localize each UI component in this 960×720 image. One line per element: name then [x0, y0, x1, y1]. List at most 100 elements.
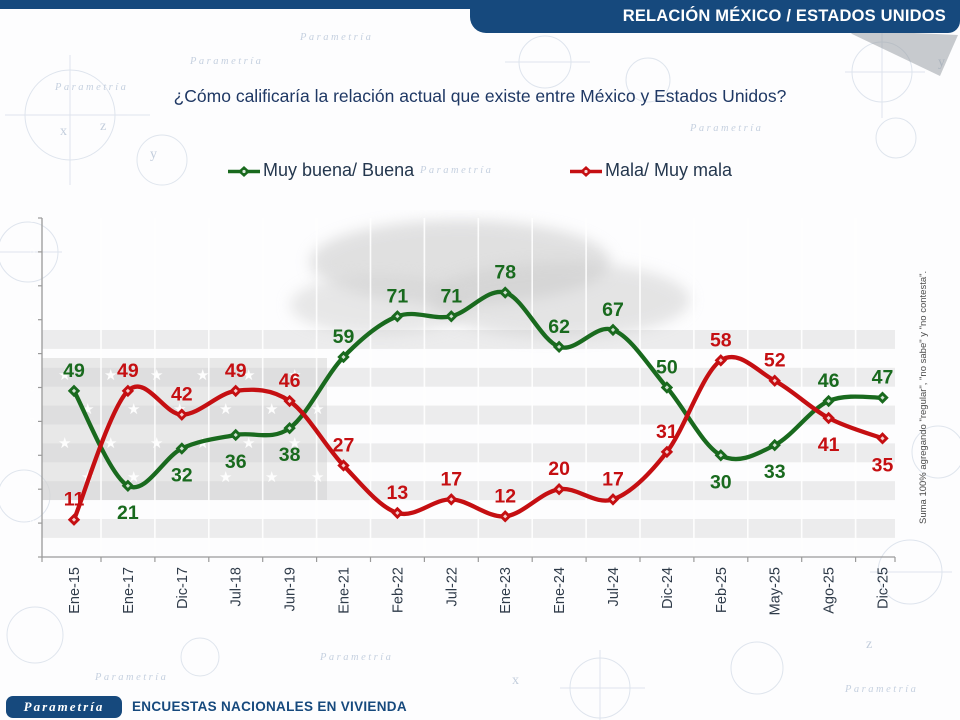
data-label: 49 [63, 360, 85, 382]
svg-text:★: ★ [150, 435, 163, 452]
svg-text:90: 90 [30, 247, 35, 259]
svg-text:40: 40 [30, 416, 35, 428]
svg-text:★: ★ [219, 469, 232, 486]
svg-text:Ene-24: Ene-24 [552, 567, 568, 614]
svg-text:Ene-17: Ene-17 [121, 567, 137, 614]
data-label: 71 [440, 285, 462, 307]
green-line-marker-icon [226, 163, 262, 178]
svg-text:Ene-15: Ene-15 [67, 567, 83, 614]
x-axis-labels: Ene-15 Ene-17 Dic-17 Jul-18 Jun-19 Ene-21 Feb-… [67, 567, 892, 615]
legend-label-mala: Mala/ Muy mala [605, 160, 733, 180]
data-label: 71 [387, 285, 409, 307]
watermark-letter: y [150, 147, 157, 162]
svg-text:Jul-22: Jul-22 [444, 567, 460, 607]
data-label: 42 [171, 384, 193, 406]
parametria-logo-text: Parametría [23, 699, 105, 714]
svg-text:Dic-17: Dic-17 [175, 567, 191, 609]
legend-item-mala: Mala/ Muy mala [568, 160, 732, 181]
svg-text:★: ★ [58, 367, 71, 384]
svg-text:80: 80 [30, 281, 35, 293]
data-label: 27 [333, 434, 355, 456]
svg-text:★: ★ [150, 367, 163, 384]
data-label: 17 [602, 468, 624, 490]
svg-text:★: ★ [104, 435, 117, 452]
watermark-text: Parametría [189, 56, 263, 67]
svg-text:★: ★ [288, 367, 301, 384]
watermark-text: Parametría [54, 82, 128, 93]
data-label: 49 [117, 360, 139, 382]
watermark-letter: z [100, 119, 106, 134]
svg-text:May-25: May-25 [768, 567, 784, 615]
svg-text:★: ★ [265, 469, 278, 486]
svg-text:★: ★ [265, 401, 278, 418]
svg-text:Ene-21: Ene-21 [337, 567, 353, 614]
svg-text:Dic-25: Dic-25 [876, 567, 892, 609]
watermark-text: Parametría [299, 32, 373, 43]
svg-text:30: 30 [30, 450, 35, 462]
data-label: 38 [279, 444, 301, 466]
watermark-letter: x [512, 673, 519, 688]
data-label: 46 [279, 370, 301, 392]
watermark-text: Parametría [319, 652, 393, 663]
data-label: 17 [440, 468, 462, 490]
svg-text:★: ★ [311, 469, 324, 486]
data-label: 41 [818, 434, 840, 456]
data-label: 13 [387, 482, 409, 504]
svg-text:★: ★ [104, 367, 117, 384]
banner-corner-shadow [848, 30, 958, 76]
svg-text:★: ★ [288, 435, 301, 452]
data-label: 46 [818, 370, 840, 392]
header-banner-title: RELACIÓN MÉXICO / ESTADOS UNIDOS [622, 7, 946, 25]
svg-text:★: ★ [127, 401, 140, 418]
svg-text:★: ★ [196, 367, 209, 384]
svg-text:Ene-23: Ene-23 [498, 567, 514, 614]
svg-text:60: 60 [30, 349, 35, 361]
svg-text:100: 100 [30, 213, 35, 225]
svg-text:70: 70 [30, 315, 35, 327]
data-label: 50 [656, 357, 678, 379]
svg-text:★: ★ [242, 435, 255, 452]
data-label: 35 [872, 454, 894, 476]
svg-text:Jul-18: Jul-18 [229, 567, 245, 607]
watermark-text: Parametría [689, 123, 763, 134]
series-muy-buena: 49 21 32 36 38 59 71 71 78 62 67 50 30 33 46 47 [63, 262, 893, 524]
data-label: 21 [117, 502, 139, 524]
data-label: 78 [494, 262, 516, 284]
data-label: 59 [333, 326, 355, 348]
legend-item-muy-buena: Muy buena/ Buena [226, 160, 414, 181]
watermark-text: Parametría [844, 684, 918, 695]
data-label: 32 [171, 465, 193, 487]
svg-text:★: ★ [58, 435, 71, 452]
watermark-text: Parametría [94, 672, 168, 683]
svg-text:★: ★ [173, 469, 186, 486]
header-banner: RELACIÓN MÉXICO / ESTADOS UNIDOS [470, 0, 960, 33]
data-label: 30 [710, 471, 732, 493]
svg-text:★: ★ [242, 367, 255, 384]
svg-text:★: ★ [127, 469, 140, 486]
parametria-logo: Parametría [6, 696, 122, 718]
data-label: 49 [225, 360, 247, 382]
relation-line-chart: ★★★★★★★★★★★★★★★★★★★★★★★★1020304050607080… [17, 213, 896, 615]
chart-question-title: ¿Cómo calificaría la relación actual que… [173, 86, 787, 106]
methodology-note: Suma 100% agregando "regular", "no sabe"… [918, 270, 929, 524]
data-label: 62 [548, 316, 570, 338]
svg-text:★: ★ [311, 401, 324, 418]
watermark-text: Parametría [419, 165, 493, 176]
series-mala: 11 49 42 49 46 27 13 17 12 20 17 31 58 52 41 35 [64, 329, 894, 526]
svg-text:Jun-19: Jun-19 [283, 567, 299, 611]
watermark-letter: z [866, 637, 872, 652]
svg-text:Dic-24: Dic-24 [660, 567, 676, 609]
data-label: 58 [710, 329, 732, 351]
data-label: 11 [64, 489, 85, 511]
data-label: 31 [656, 421, 678, 443]
watermark-letter: x [60, 124, 67, 139]
legend-label-muy-buena: Muy buena/ Buena [263, 160, 415, 180]
svg-text:Feb-25: Feb-25 [714, 567, 730, 613]
data-label: 67 [602, 299, 624, 321]
svg-text:50: 50 [30, 383, 35, 395]
data-label: 33 [764, 461, 786, 483]
svg-text:Ago-25: Ago-25 [822, 567, 838, 614]
svg-text:Feb-22: Feb-22 [390, 567, 406, 613]
chart-area: ★★★★★★★★★★★★★★★★★★★★★★★★1020304050607080… [17, 210, 940, 635]
